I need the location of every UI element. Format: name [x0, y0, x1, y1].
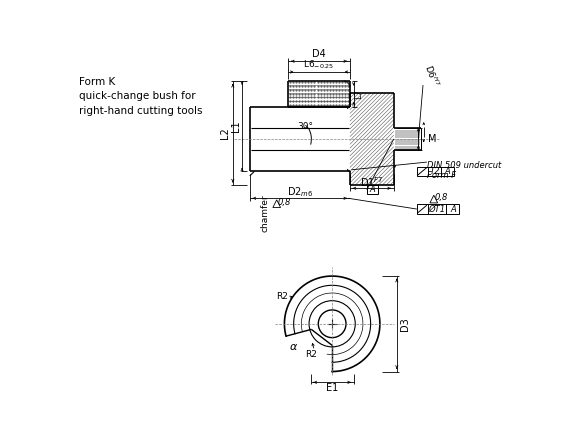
Text: chamfer: chamfer: [261, 195, 269, 232]
Text: L6$_{-0.25}$: L6$_{-0.25}$: [303, 59, 335, 71]
Text: D6$^{H7}$: D6$^{H7}$: [423, 63, 442, 89]
Text: L2: L2: [220, 128, 230, 139]
Text: A: A: [370, 185, 375, 194]
Text: 0,8: 0,8: [278, 198, 291, 206]
Text: D2$_{m6}$: D2$_{m6}$: [287, 185, 313, 199]
Text: 0,8: 0,8: [435, 193, 448, 202]
Text: A: A: [450, 205, 456, 214]
Text: R2: R2: [304, 350, 317, 359]
Text: L1: L1: [231, 120, 241, 132]
Text: DIN 509 undercut
Form F: DIN 509 undercut Form F: [427, 161, 501, 180]
Text: A: A: [445, 167, 450, 176]
Text: M: M: [428, 134, 437, 144]
Text: Form K
quick-change bush for
right-hand cutting tools: Form K quick-change bush for right-hand …: [79, 77, 203, 116]
Text: D4: D4: [312, 50, 326, 59]
Bar: [367, 185, 378, 194]
Text: E1: E1: [326, 384, 338, 393]
Text: T2: T2: [430, 167, 440, 176]
Text: R2: R2: [276, 292, 288, 301]
Text: ØT1: ØT1: [428, 205, 445, 214]
Text: α: α: [290, 342, 297, 352]
Bar: [417, 167, 454, 176]
Bar: [417, 204, 459, 214]
Text: 30°: 30°: [297, 122, 314, 131]
Text: L7: L7: [354, 89, 364, 99]
Text: D1$^{F7}$: D1$^{F7}$: [360, 175, 384, 189]
Text: D3: D3: [399, 317, 410, 330]
